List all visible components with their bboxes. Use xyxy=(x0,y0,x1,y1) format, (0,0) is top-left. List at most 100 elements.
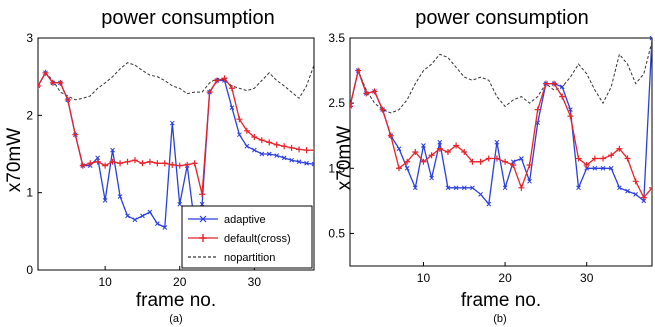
data-point-default xyxy=(139,160,146,167)
series-line-default xyxy=(350,68,652,199)
data-point-default xyxy=(477,158,484,165)
data-point-default xyxy=(632,178,639,185)
data-point-adaptive xyxy=(404,165,410,171)
series-line-nopartition xyxy=(350,41,652,114)
data-point-default xyxy=(42,69,49,76)
data-point-adaptive xyxy=(177,201,183,207)
data-point-default xyxy=(38,82,41,89)
data-point-default xyxy=(526,162,533,169)
data-point-adaptive xyxy=(259,151,265,157)
data-point-default xyxy=(616,145,623,152)
data-point-default xyxy=(154,160,161,167)
data-point-default xyxy=(608,152,615,159)
y-tick-label: 2.5 xyxy=(328,96,345,110)
data-point-default xyxy=(169,161,176,168)
y-tick-label: 0 xyxy=(26,263,33,277)
data-point-default xyxy=(469,158,476,165)
data-point-default xyxy=(510,162,517,169)
data-point-default xyxy=(258,137,265,144)
x-tick-label: 20 xyxy=(498,271,512,285)
data-point-adaptive xyxy=(350,104,353,109)
data-point-adaptive xyxy=(559,84,565,90)
series-line-adaptive xyxy=(350,37,652,206)
plot-frame xyxy=(349,37,653,267)
data-point-default xyxy=(273,141,280,148)
data-point-default xyxy=(379,106,386,113)
data-point-adaptive xyxy=(429,175,434,181)
data-point-adaptive xyxy=(592,165,598,171)
data-point-adaptive xyxy=(453,185,459,191)
data-point-default xyxy=(355,67,362,74)
legend: adaptive default(cross) nopartition xyxy=(181,205,313,269)
data-point-default xyxy=(124,158,131,165)
data-point-adaptive xyxy=(311,161,314,167)
data-point-adaptive xyxy=(486,201,492,207)
data-point-default xyxy=(624,155,631,162)
data-point-adaptive xyxy=(244,143,250,149)
data-point-adaptive xyxy=(502,185,508,191)
data-point-adaptive xyxy=(154,221,160,226)
plot-area xyxy=(350,36,652,207)
data-point-default xyxy=(436,145,443,152)
data-point-adaptive xyxy=(600,165,606,171)
series-line-default xyxy=(38,71,314,195)
chart-title: power consumption xyxy=(415,7,588,29)
data-point-adaptive xyxy=(649,36,652,41)
legend-label-default: default(cross) xyxy=(224,233,291,245)
data-point-adaptive xyxy=(274,153,280,158)
data-point-default xyxy=(161,160,168,167)
data-point-adaptive xyxy=(568,107,573,113)
data-point-default xyxy=(559,93,566,100)
data-point-default xyxy=(117,160,124,167)
data-point-adaptive xyxy=(445,185,451,191)
data-point-default xyxy=(288,144,295,151)
data-point-adaptive xyxy=(296,159,302,165)
data-point-adaptive xyxy=(162,225,168,230)
data-point-default xyxy=(371,88,378,95)
data-point-default xyxy=(542,80,549,87)
data-point-adaptive xyxy=(110,147,115,153)
data-point-default xyxy=(640,194,647,201)
y-tick-label: 1 xyxy=(26,186,33,200)
data-point-adaptive xyxy=(625,188,630,194)
y-tick-label: 3.5 xyxy=(328,31,345,45)
data-point-default xyxy=(444,149,451,155)
chart-panel-a: power consumption 10 20 30 0 1 2 3 frame no. x70m… xyxy=(4,7,315,325)
data-point-default xyxy=(575,155,582,162)
data-point-default xyxy=(146,158,153,165)
x-axis-label: frame no. xyxy=(136,290,216,311)
y-tick-label: 0.5 xyxy=(328,226,345,240)
data-point-default xyxy=(404,158,411,165)
y-axis-label: x70mW xyxy=(334,126,355,190)
data-point-default xyxy=(350,103,353,110)
data-point-adaptive xyxy=(519,156,524,161)
x-tick-label: 10 xyxy=(417,271,431,285)
data-point-adaptive xyxy=(527,178,532,184)
data-point-default xyxy=(206,89,213,96)
data-point-default xyxy=(191,160,198,167)
y-tick-label: 1.5 xyxy=(328,161,345,175)
x-tick-label: 20 xyxy=(173,275,187,289)
data-point-adaptive xyxy=(132,217,138,223)
data-point-default xyxy=(79,162,86,169)
data-point-adaptive xyxy=(396,146,402,152)
data-point-default xyxy=(600,155,607,162)
data-point-adaptive xyxy=(251,147,257,153)
data-point-default xyxy=(534,106,541,113)
legend-marker-default xyxy=(199,234,207,242)
data-point-default xyxy=(109,158,116,165)
chart-title: power consumption xyxy=(101,7,274,29)
data-point-adaptive xyxy=(633,191,639,197)
data-point-adaptive xyxy=(289,157,294,163)
data-point-adaptive xyxy=(510,159,516,165)
data-point-default xyxy=(49,79,56,86)
plot-frame xyxy=(37,37,315,271)
data-point-adaptive xyxy=(117,194,123,199)
x-axis-label: frame no. xyxy=(461,290,541,311)
data-point-adaptive xyxy=(169,120,175,126)
data-point-adaptive xyxy=(494,139,500,145)
data-point-adaptive xyxy=(576,185,581,191)
data-point-adaptive xyxy=(616,185,622,191)
data-point-default xyxy=(199,191,206,198)
